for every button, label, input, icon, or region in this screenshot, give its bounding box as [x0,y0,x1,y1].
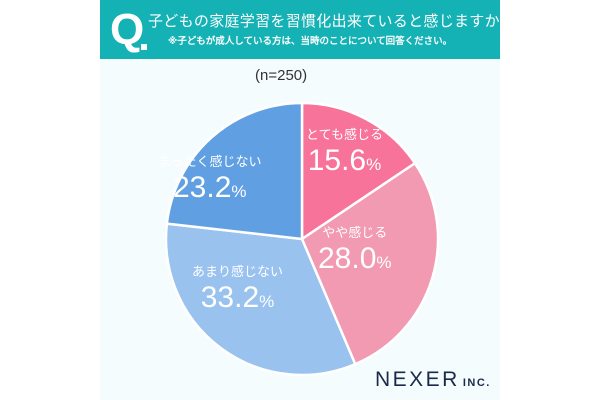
label-not-at-all: まったく感じない 23.2% [158,155,262,204]
slice-not-much [164,222,357,377]
nexer-logo: NEXER INC. [375,368,491,391]
question-note: ※子どもが成人している方は、当時のことについて回答ください。 [168,36,453,47]
label-somewhat: やや感じる 28.0% [318,226,392,275]
slice-very-much [300,101,417,241]
slice-somewhat [300,162,440,366]
question-header: Q 子どもの家庭学習を習慣化出来ていると感じますか？ ※子どもが成人している方は… [100,0,515,59]
pie-chart [164,101,440,377]
label-very-much: とても感じる 15.6% [306,128,383,177]
label-not-much: あまり感じない 33.2% [192,265,284,314]
q-mark: Q [110,5,144,54]
sample-size: (n=250) [255,67,308,84]
slice-not-at-all [165,101,304,241]
q-dot [141,44,147,50]
chart-card: Q 子どもの家庭学習を習慣化出来ていると感じますか？ ※子どもが成人している方は… [100,0,515,400]
question-title: 子どもの家庭学習を習慣化出来ていると感じますか？ [148,12,516,30]
